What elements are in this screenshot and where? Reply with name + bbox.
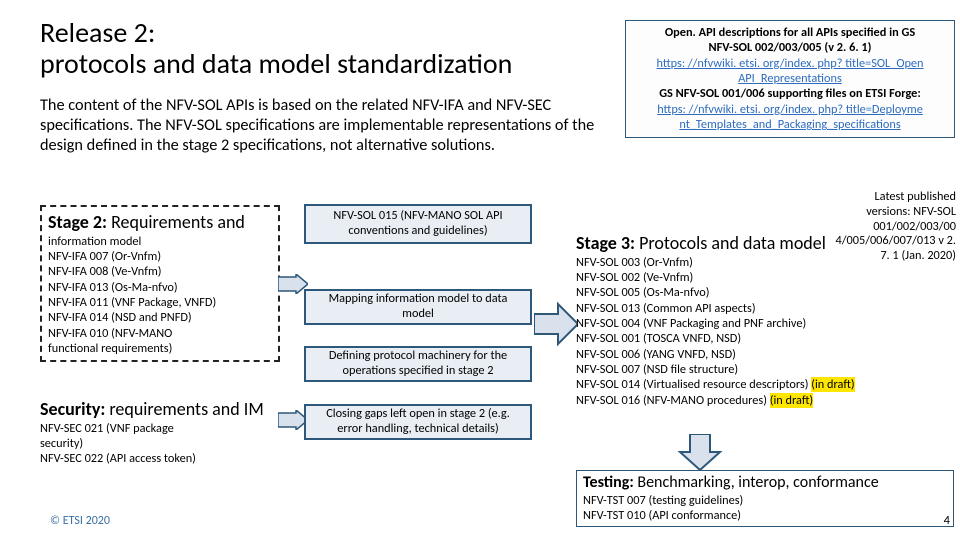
refbox-l2: NFV-SOL 002/003/005 (v 2. 6. 1) (709, 40, 872, 55)
testing-box: Testing: Benchmarking, interop, conforma… (576, 470, 954, 527)
refbox-link2[interactable]: https: //nfvwiki. etsi. org/index. php? … (657, 102, 923, 117)
stage3-item: NFV-SOL 002 (Ve-Vnfm) (576, 270, 956, 285)
testing-item: NFV-TST 010 (API conformance) (583, 508, 947, 523)
security-head-bold: Security: (40, 398, 105, 420)
testing-head-bold: Testing: (583, 473, 634, 492)
stage-2-box: Stage 2: Requirements and information mo… (40, 205, 280, 362)
stage2-item: NFV-IFA 013 (Os-Ma-nfvo) (48, 280, 272, 295)
stage2-item: NFV-IFA 007 (Or-Vnfm) (48, 249, 272, 264)
refbox-l1: Open. API descriptions for all APIs spec… (665, 25, 915, 40)
stage3-item: NFV-SOL 007 (NSD file structure) (576, 362, 956, 377)
testing-head-rest: Benchmarking, interop, conformance (634, 473, 879, 492)
slide-title: Release 2: protocols and data model stan… (40, 18, 512, 80)
security-item: security) (40, 436, 280, 451)
fat-arrow-down (676, 434, 724, 475)
stage3-item: NFV-SOL 014 (Virtualised resource descri… (576, 377, 956, 392)
draft-badge: (in draft) (811, 377, 854, 392)
copyright: © ETSI 2020 (50, 514, 110, 528)
stage3-item: NFV-SOL 013 (Common API aspects) (576, 301, 956, 316)
stage2-item: functional requirements) (48, 341, 272, 356)
latest-versions-note: Latest published versions: NFV-SOL 001/0… (832, 190, 956, 264)
stage3-head-rest: Protocols and data model (635, 232, 826, 254)
fat-arrow-right (534, 300, 578, 353)
testing-item: NFV-TST 007 (testing guidelines) (583, 493, 947, 508)
refbox-link1[interactable]: https: //nfvwiki. etsi. org/index. php? … (657, 56, 924, 71)
title-line-2: protocols and data model standardization (40, 46, 512, 81)
security-item: NFV-SEC 021 (VNF package (40, 421, 280, 436)
refbox-link1b[interactable]: API_Representations (738, 71, 842, 86)
middle-box-1: NFV-SOL 015 (NFV-MANO SOL API convention… (304, 204, 532, 244)
security-item: NFV-SEC 022 (API access token) (40, 451, 280, 466)
refbox-link2b[interactable]: nt_Templates_and_Packaging_specification… (679, 117, 900, 132)
security-head-rest: requirements and IM (105, 398, 263, 420)
stage3-item: NFV-SOL 004 (VNF Packaging and PNF archi… (576, 316, 956, 331)
stage2-item: information model (48, 234, 272, 249)
stage3-item: NFV-SOL 016 (NFV-MANO procedures) (in dr… (576, 393, 956, 408)
middle-box-3: Defining protocol machinery for the oper… (304, 346, 532, 382)
stage3-item: NFV-SOL 006 (YANG VNFD, NSD) (576, 347, 956, 362)
stage3-item: NFV-SOL 001 (TOSCA VNFD, NSD) (576, 331, 956, 346)
stage2-item: NFV-IFA 011 (VNF Package, VNFD) (48, 295, 272, 310)
description-paragraph: The content of the NFV-SOL APIs is based… (40, 96, 610, 156)
middle-box-4: Closing gaps left open in stage 2 (e.g. … (304, 404, 532, 440)
stage3-item: NFV-SOL 005 (Os-Ma-nfvo) (576, 285, 956, 300)
security-box: Security: requirements and IM NFV-SEC 02… (40, 398, 280, 467)
refbox-l3: GS NFV-SOL 001/006 supporting files on E… (659, 86, 921, 101)
draft-badge: (in draft) (770, 393, 813, 408)
page-number: 4 (944, 513, 950, 528)
stage2-item: NFV-IFA 008 (Ve-Vnfm) (48, 264, 272, 279)
reference-box: Open. API descriptions for all APIs spec… (625, 20, 955, 138)
stage3-head-bold: Stage 3: (576, 232, 635, 254)
middle-box-2: Mapping information model to data model (304, 289, 532, 325)
title-line-1: Release 2: (40, 15, 155, 50)
stage2-head-bold: Stage 2: (48, 211, 107, 233)
stage2-head-rest: Requirements and (107, 211, 245, 233)
stage2-item: NFV-IFA 014 (NSD and PNFD) (48, 310, 272, 325)
stage2-item: NFV-IFA 010 (NFV-MANO (48, 326, 272, 341)
